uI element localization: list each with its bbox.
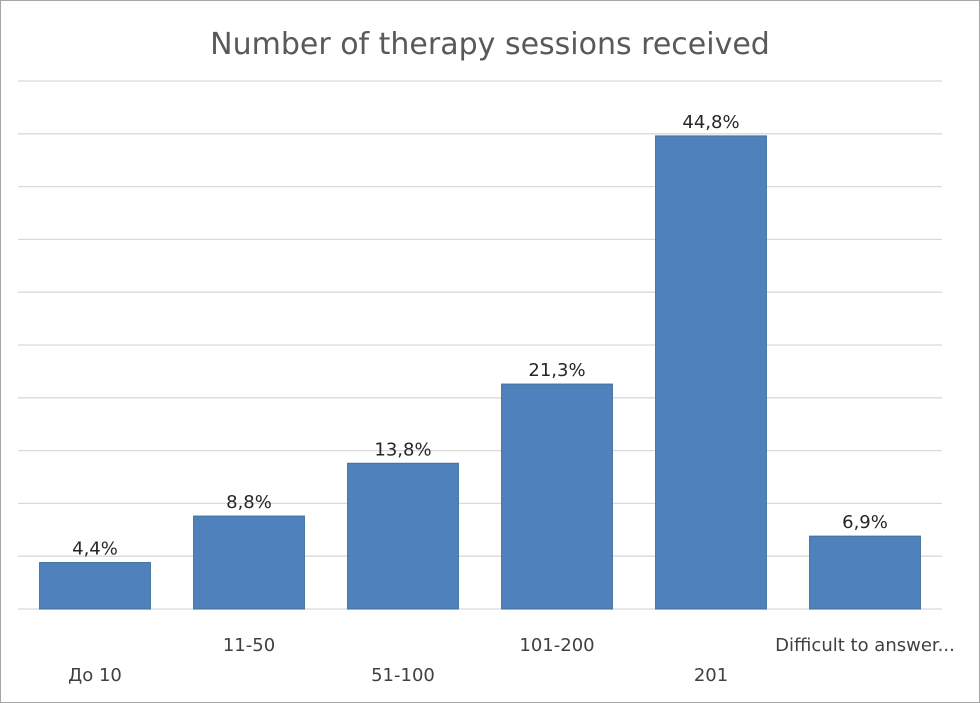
bars xyxy=(39,135,921,610)
bar xyxy=(347,462,459,610)
data-label: 44,8% xyxy=(682,112,739,133)
gridlines xyxy=(18,80,942,610)
x-tick-label: 11-50 xyxy=(223,635,275,656)
data-label: 4,4% xyxy=(72,539,118,560)
data-label: 6,9% xyxy=(842,512,888,533)
data-labels: 4,4% 8,8% 13,8% 21,3% 44,8% 6,9% xyxy=(72,112,888,560)
bar xyxy=(809,535,921,610)
data-label: 13,8% xyxy=(374,439,431,460)
bar xyxy=(501,383,613,610)
x-axis-tick-labels: До 10 11-50 51-100 101-200 201 Difficult to a… xyxy=(68,635,955,686)
x-tick-label: До 10 xyxy=(68,665,122,686)
data-label: 21,3% xyxy=(528,360,585,381)
bar xyxy=(655,135,767,610)
x-tick-label: 51-100 xyxy=(371,665,435,686)
x-tick-label: 201 xyxy=(694,665,728,686)
x-tick-label: 101-200 xyxy=(519,635,594,656)
bar xyxy=(193,515,305,610)
bar xyxy=(39,562,151,610)
x-tick-label: Difficult to answer... xyxy=(775,635,955,656)
chart-title: Number of therapy sessions received xyxy=(210,27,770,62)
data-label: 8,8% xyxy=(226,492,272,513)
